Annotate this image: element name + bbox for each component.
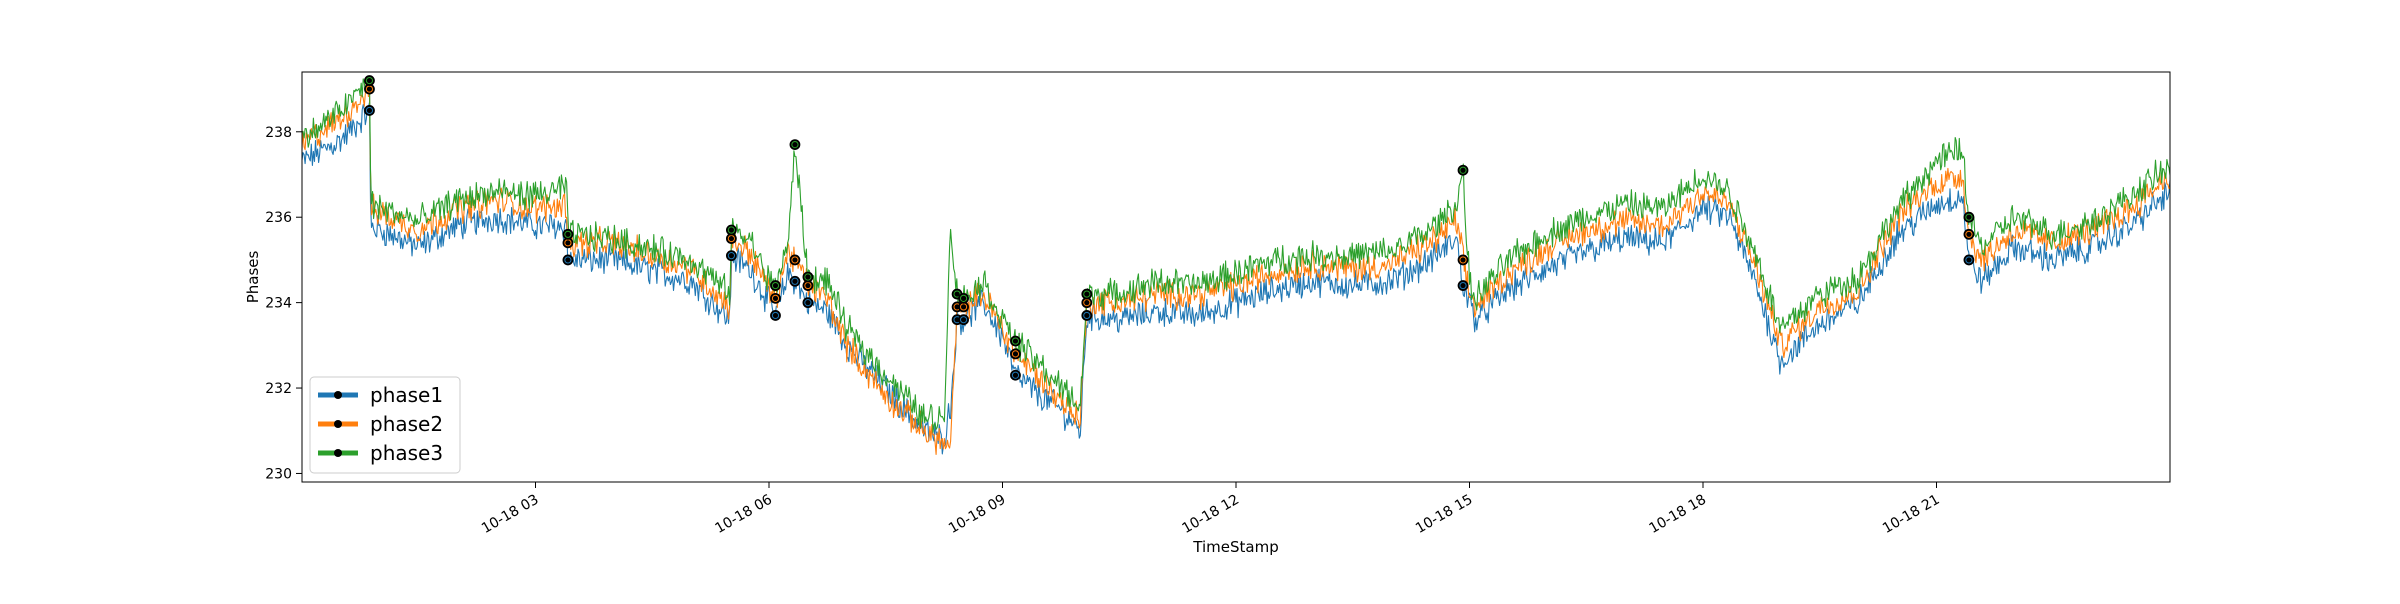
- marker-point-center: [792, 142, 798, 148]
- marker-point-center: [960, 295, 967, 301]
- marker-point-center: [805, 300, 811, 306]
- y-tick-label: 234: [265, 296, 292, 312]
- marker-point-center: [1966, 214, 1972, 220]
- marker-point-center: [954, 291, 960, 297]
- y-tick-label: 238: [265, 125, 292, 141]
- x-tick-label: 10-18 18: [1646, 492, 1709, 537]
- series-line-phase1: [301, 101, 2171, 455]
- plot-area: [301, 75, 2171, 455]
- marker-point-center: [1460, 282, 1466, 289]
- series-line-phase2: [301, 79, 2171, 455]
- legend-marker: [334, 391, 342, 399]
- marker-point-center: [366, 86, 373, 92]
- marker-point-center: [1966, 231, 1972, 237]
- legend-box: [309, 376, 461, 474]
- marker-point-center: [1084, 312, 1090, 319]
- marker-point-center: [1012, 372, 1019, 378]
- marker-point-center: [728, 253, 734, 259]
- marker-point-center: [728, 235, 734, 242]
- y-tick-label: 230: [265, 466, 292, 482]
- marker-point-center: [1460, 257, 1466, 263]
- x-tick-label: 10-18 03: [479, 492, 542, 537]
- x-tick-label: 10-18 15: [1413, 492, 1476, 537]
- ticks-layer: 230 232 234 236 238 10-18 03 10-18 06 10-18 09 1…: [265, 125, 1942, 537]
- marker-point-center: [366, 107, 373, 114]
- marker-point-center: [772, 312, 779, 319]
- y-tick-label: 236: [265, 210, 292, 226]
- marker-point-center: [1012, 338, 1019, 344]
- marker-point-center: [728, 227, 734, 233]
- legend-marker: [334, 420, 342, 428]
- marker-point-center: [772, 282, 779, 289]
- y-tick-label: 232: [265, 381, 292, 397]
- marker-point-center: [792, 257, 798, 263]
- marker-point-center: [1084, 300, 1090, 306]
- legend-marker: [334, 449, 342, 457]
- marker-point-center: [565, 257, 571, 263]
- x-tick-label: 10-18 09: [946, 492, 1009, 537]
- marker-point-center: [805, 282, 811, 289]
- x-tick-label: 10-18 06: [712, 492, 775, 537]
- marker-point-center: [1012, 351, 1019, 357]
- marker-point-center: [565, 240, 571, 246]
- series-line-phase3: [301, 78, 2171, 433]
- legend: phase1 phase2 phase3: [309, 376, 461, 474]
- x-tick-label: 10-18 12: [1179, 492, 1242, 537]
- marker-point-center: [960, 317, 967, 323]
- y-axis-label: Phases: [244, 251, 262, 304]
- x-tick-label: 10-18 21: [1880, 492, 1943, 537]
- marker-point-center: [1966, 257, 1972, 263]
- marker-point-center: [792, 278, 798, 284]
- legend-label: phase2: [370, 412, 443, 436]
- marker-point-center: [772, 295, 779, 301]
- marker-point-center: [1084, 291, 1090, 297]
- marker-point-center: [805, 274, 811, 280]
- axes-frame: [301, 71, 2171, 483]
- legend-label: phase1: [370, 383, 443, 407]
- legend-label: phase3: [370, 441, 443, 465]
- marker-point-center: [1460, 167, 1466, 173]
- marker-point-center: [366, 77, 373, 84]
- x-axis-label: TimeStamp: [1192, 538, 1278, 556]
- marker-point-center: [565, 231, 571, 237]
- marker-point-center: [960, 304, 967, 310]
